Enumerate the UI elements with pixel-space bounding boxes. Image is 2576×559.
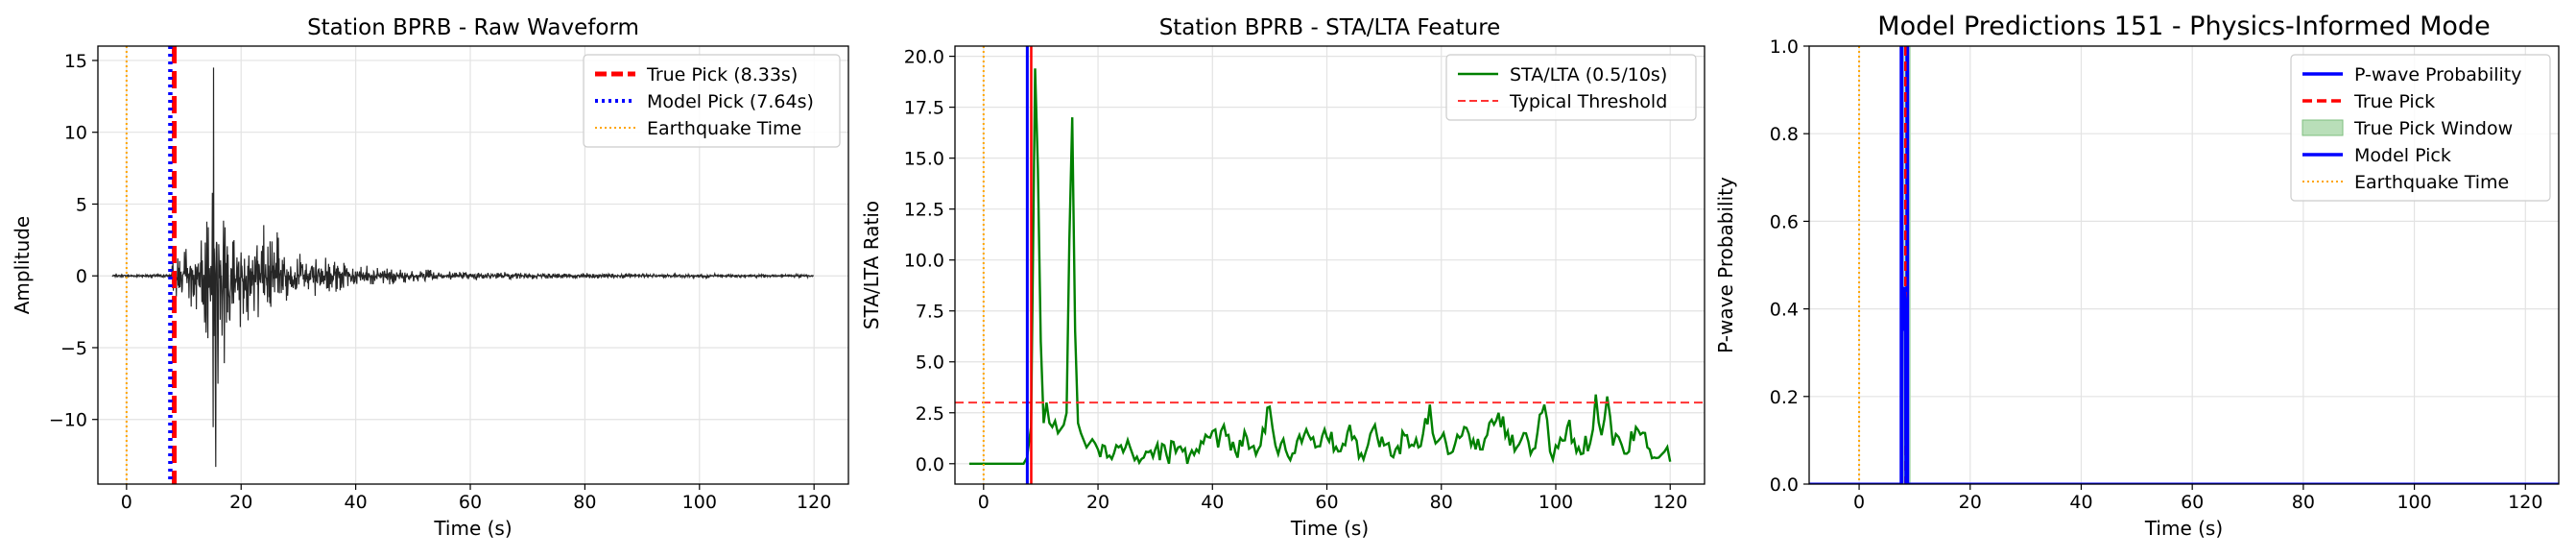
legend-label: Model Pick (7.64s): [647, 91, 814, 112]
legend-box: [1445, 54, 1697, 121]
waveform-line: [111, 67, 815, 468]
x-tick-label: 20: [229, 492, 252, 513]
y-tick-label: 17.5: [904, 98, 944, 119]
x-tick-label: 100: [682, 492, 717, 513]
y-tick-label: 15: [64, 51, 87, 72]
chart-title: Station BPRB - Raw Waveform: [307, 15, 639, 40]
axes-frame: [954, 45, 1705, 485]
x-tick-label: 100: [2397, 492, 2431, 513]
x-tick-label: 120: [1653, 492, 1687, 513]
x-axis-label: Time (s): [1290, 517, 1369, 540]
x-tick-label: 60: [1315, 492, 1338, 513]
chart-panel-1: 0 20 40 60 80 100 120 −10 −5 0 5 10 15 Station BPRB -…: [11, 15, 849, 540]
legend-label: STA/LTA (0.5/10s): [1510, 64, 1667, 85]
legend-label: Earthquake Time: [2354, 172, 2509, 193]
plot-area: [111, 46, 815, 484]
axes-frame: [97, 45, 849, 485]
x-axis-label: Time (s): [2144, 517, 2223, 540]
y-tick-label: 2.5: [916, 403, 944, 425]
x-tick-label: 0: [1853, 492, 1865, 513]
legend-label: Typical Threshold: [1509, 91, 1667, 112]
y-tick-label: 0: [76, 266, 87, 287]
legend: True Pick (8.33s) Model Pick (7.64s) Earth…: [583, 54, 841, 148]
x-tick-label: 40: [2069, 492, 2092, 513]
legend-label: Model Pick: [2354, 145, 2451, 166]
y-axis-label: STA/LTA Ratio: [860, 201, 883, 329]
plot-area: [955, 46, 1705, 484]
y-axis-label: P-wave Probability: [1714, 177, 1737, 353]
legend-label: Earthquake Time: [647, 118, 801, 139]
x-tick-label: 80: [2292, 492, 2315, 513]
y-tick-label: 10.0: [904, 251, 944, 272]
x-tick-label: 60: [459, 492, 482, 513]
y-tick-label: 5.0: [916, 352, 944, 374]
y-tick-label: −5: [60, 338, 87, 359]
y-tick-label: 0.2: [1770, 387, 1799, 408]
y-tick-label: 0.0: [916, 454, 944, 475]
y-tick-label: 0.6: [1770, 211, 1799, 232]
x-tick-label: 120: [2508, 492, 2542, 513]
x-tick-label: 20: [1086, 492, 1109, 513]
y-tick-label: 20.0: [904, 47, 944, 68]
y-tick-label: 0.8: [1770, 124, 1799, 145]
chart-title: Model Predictions 151 - Physics-Informed…: [1877, 12, 2490, 41]
y-tick-label: 1.0: [1770, 36, 1799, 58]
legend-label: P-wave Probability: [2354, 64, 2522, 85]
legend-label: True Pick Window: [2353, 118, 2513, 139]
legend: P-wave Probability True Pick True Pick Win…: [2290, 54, 2551, 202]
y-tick-label: 5: [76, 194, 87, 215]
legend: STA/LTA (0.5/10s) Typical Threshold: [1445, 54, 1697, 121]
x-tick-label: 40: [345, 492, 368, 513]
y-tick-label: 0.4: [1770, 300, 1799, 321]
chart-panel-2: 0 20 40 60 80 100 120 0.0 2.5 5.0 7.5 10.0 12.5 15.0 1…: [860, 15, 1705, 540]
y-tick-label: 15.0: [904, 149, 944, 170]
pwave-probability-line: [1809, 286, 2559, 484]
x-tick-label: 20: [1959, 492, 1982, 513]
x-tick-label: 80: [1430, 492, 1453, 513]
legend-box: [583, 54, 841, 148]
x-tick-label: 0: [121, 492, 132, 513]
axes-frame: [1808, 45, 2560, 485]
legend-swatch: [2302, 119, 2344, 136]
legend-box: [2290, 54, 2551, 202]
legend-label: True Pick (8.33s): [646, 64, 798, 85]
plot-area: [1809, 46, 2559, 484]
x-tick-label: 100: [1538, 492, 1573, 513]
y-tick-label: −10: [49, 410, 87, 431]
y-tick-label: 0.0: [1770, 474, 1799, 496]
x-tick-label: 120: [797, 492, 831, 513]
y-tick-label: 7.5: [916, 302, 944, 323]
y-axis-label: Amplitude: [11, 216, 34, 315]
chart-panel-3: 0 20 40 60 80 100 120 0.0 0.2 0.4 0.6 0.8 1.0 Model P…: [1714, 12, 2560, 540]
x-tick-label: 40: [1201, 492, 1224, 513]
x-tick-label: 0: [978, 492, 990, 513]
y-tick-label: 12.5: [904, 200, 944, 221]
y-tick-label: 10: [64, 123, 87, 144]
sta-lta-line: [968, 68, 1672, 466]
x-tick-label: 80: [573, 492, 596, 513]
x-axis-label: Time (s): [433, 517, 512, 540]
chart-title: Station BPRB - STA/LTA Feature: [1159, 15, 1501, 40]
legend-label: True Pick: [2353, 91, 2435, 112]
x-tick-label: 60: [2181, 492, 2204, 513]
